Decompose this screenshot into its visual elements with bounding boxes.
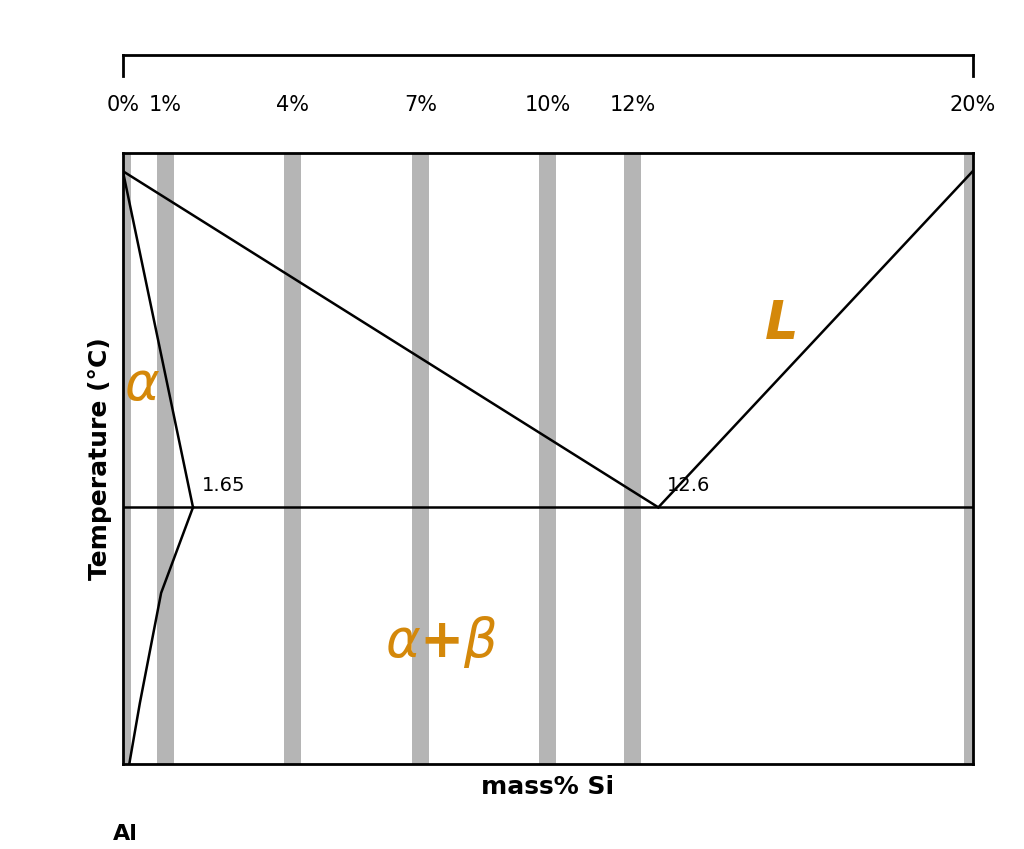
Bar xyxy=(157,153,174,764)
Bar xyxy=(625,153,641,764)
Text: $\alpha$+$\beta$: $\alpha$+$\beta$ xyxy=(385,614,498,670)
Y-axis label: Temperature (°C): Temperature (°C) xyxy=(88,337,112,580)
Text: L: L xyxy=(765,298,799,350)
Text: 10%: 10% xyxy=(524,94,571,115)
Bar xyxy=(412,153,429,764)
Bar xyxy=(115,153,131,764)
Text: $\alpha$: $\alpha$ xyxy=(124,359,160,411)
Text: 4%: 4% xyxy=(276,94,309,115)
Text: 0%: 0% xyxy=(106,94,139,115)
Bar xyxy=(285,153,301,764)
Text: 7%: 7% xyxy=(403,94,437,115)
Text: 12.6: 12.6 xyxy=(667,476,711,495)
Bar xyxy=(965,153,981,764)
Text: 20%: 20% xyxy=(949,94,996,115)
X-axis label: mass% Si: mass% Si xyxy=(481,775,614,799)
Text: Al: Al xyxy=(113,824,137,844)
Bar xyxy=(540,153,556,764)
Text: 1.65: 1.65 xyxy=(202,476,245,495)
Text: 12%: 12% xyxy=(609,94,656,115)
Text: 1%: 1% xyxy=(148,94,182,115)
